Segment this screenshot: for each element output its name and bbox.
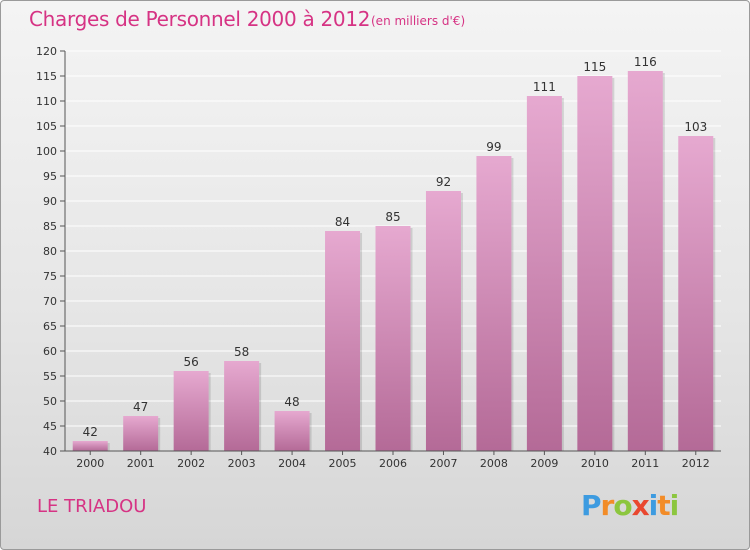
logo-letter: P <box>581 489 602 522</box>
commune-name: LE TRIADOU <box>37 496 147 517</box>
x-tick-label-2002: 2002 <box>177 457 205 470</box>
logo-letter: i <box>669 489 680 522</box>
bar-2010 <box>577 76 613 451</box>
value-label-2000: 42 <box>83 425 98 439</box>
y-tick-label: 110 <box>36 95 57 108</box>
logo-letter: r <box>600 489 615 522</box>
logo-letter: i <box>648 489 659 522</box>
x-tick-label-2000: 2000 <box>76 457 104 470</box>
bar-2012 <box>678 136 714 451</box>
y-tick-label: 105 <box>36 120 57 133</box>
bar-shadow <box>511 158 514 451</box>
y-tick-label: 90 <box>43 195 57 208</box>
y-tick-label: 120 <box>36 45 57 58</box>
logo-letter: t <box>657 489 670 522</box>
value-label-2008: 99 <box>486 140 501 154</box>
bar-2000 <box>72 441 108 451</box>
logo-letter: o <box>613 489 632 522</box>
bar-2007 <box>425 191 461 451</box>
y-tick-label: 60 <box>43 345 57 358</box>
bar-shadow <box>158 418 161 451</box>
y-tick-label: 85 <box>43 220 57 233</box>
bars: 42 47 56 58 48 84 85 92 99 111 115 116 103 <box>72 55 716 451</box>
x-tick-label-2007: 2007 <box>429 457 457 470</box>
bar-shadow <box>259 363 262 451</box>
y-tick-label: 100 <box>36 145 57 158</box>
bar-shadow <box>713 138 716 451</box>
x-tick-label-2003: 2003 <box>228 457 256 470</box>
bar-2011 <box>627 71 663 451</box>
bar-2005 <box>325 231 361 451</box>
y-tick-label: 40 <box>43 445 57 458</box>
value-label-2004: 48 <box>284 395 299 409</box>
value-label-2002: 56 <box>184 355 199 369</box>
bar-2006 <box>375 226 411 451</box>
bar-shadow <box>410 228 413 451</box>
bar-2001 <box>123 416 159 451</box>
value-label-2011: 116 <box>634 55 657 69</box>
y-tick-label: 95 <box>43 170 57 183</box>
value-label-2005: 84 <box>335 215 350 229</box>
bar-2009 <box>526 96 562 451</box>
value-label-2010: 115 <box>583 60 606 74</box>
bar-2002 <box>173 371 209 451</box>
value-label-2007: 92 <box>436 175 451 189</box>
chart-title: Charges de Personnel 2000 à 2012 <box>29 7 371 31</box>
x-tick-label-2012: 2012 <box>682 457 710 470</box>
logo-letter: x <box>631 489 650 522</box>
x-tick-label-2006: 2006 <box>379 457 407 470</box>
value-label-2006: 85 <box>385 210 400 224</box>
x-tick-label-2001: 2001 <box>127 457 155 470</box>
value-label-2001: 47 <box>133 400 148 414</box>
bar-2008 <box>476 156 512 451</box>
bar-shadow <box>309 413 312 451</box>
x-tick-label-2008: 2008 <box>480 457 508 470</box>
y-tick-label: 55 <box>43 370 57 383</box>
x-tick-label-2009: 2009 <box>530 457 558 470</box>
y-tick-label: 80 <box>43 245 57 258</box>
y-tick-label: 45 <box>43 420 57 433</box>
axes: 40 45 50 55 60 65 70 75 80 85 90 95 100 105 110 115 120 2… <box>36 45 721 470</box>
bar-shadow <box>460 193 463 451</box>
bar-shadow <box>612 78 615 451</box>
value-label-2003: 58 <box>234 345 249 359</box>
proxiti-logo: Proxiti <box>581 489 680 522</box>
x-tick-label-2004: 2004 <box>278 457 306 470</box>
bar-2003 <box>224 361 260 451</box>
bar-shadow <box>208 373 211 451</box>
bar-shadow <box>662 73 665 451</box>
x-tick-label-2011: 2011 <box>631 457 659 470</box>
chart-subtitle: (en milliers d'€) <box>371 14 466 28</box>
x-tick-label-2005: 2005 <box>329 457 357 470</box>
y-tick-label: 70 <box>43 295 57 308</box>
bar-shadow <box>561 98 564 451</box>
value-label-2009: 111 <box>533 80 556 94</box>
y-tick-label: 50 <box>43 395 57 408</box>
y-tick-label: 65 <box>43 320 57 333</box>
bar-2004 <box>274 411 310 451</box>
value-label-2012: 103 <box>684 120 707 134</box>
y-tick-label: 75 <box>43 270 57 283</box>
y-tick-label: 115 <box>36 70 57 83</box>
x-tick-label-2010: 2010 <box>581 457 609 470</box>
bar-shadow <box>360 233 363 451</box>
bar-shadow <box>107 443 110 451</box>
